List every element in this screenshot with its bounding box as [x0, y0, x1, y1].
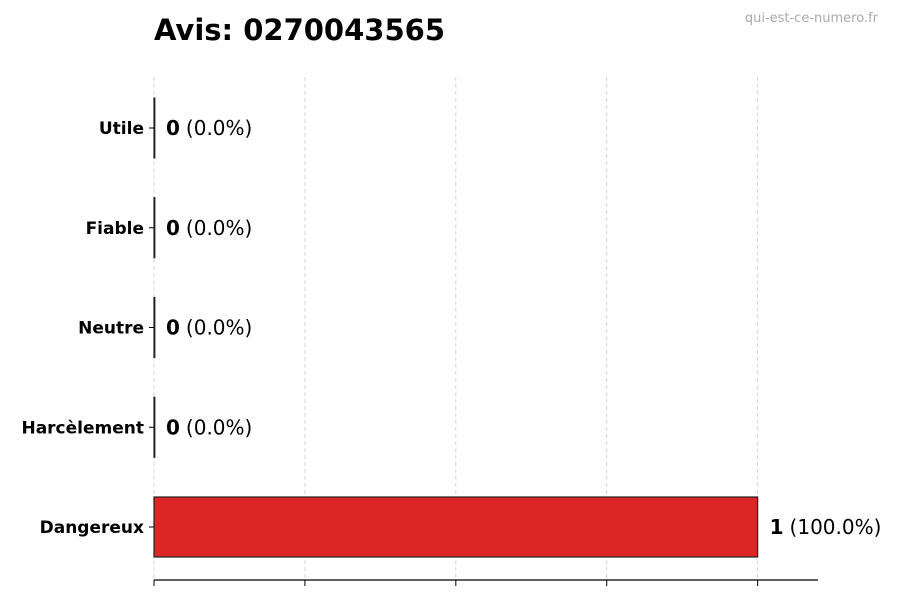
data-label-count: 1: [770, 515, 784, 539]
data-label: 0 (0.0%): [166, 216, 252, 240]
bar: [153, 296, 156, 359]
bar: [153, 97, 156, 159]
data-label-percent: (0.0%): [186, 415, 252, 439]
bar: [153, 396, 156, 458]
bar: [153, 197, 156, 259]
watermark: qui-est-ce-numero.fr: [745, 11, 879, 26]
data-label-percent: (0.0%): [186, 116, 252, 140]
y-tick-label: Utile: [99, 119, 144, 139]
data-label-count: 0: [166, 415, 180, 439]
data-label-count: 0: [166, 216, 180, 240]
data-label-count: 0: [166, 316, 180, 340]
y-tick-label: Fiable: [86, 219, 144, 239]
y-tick-label: Neutre: [78, 319, 144, 339]
bar: [153, 496, 759, 558]
y-tick-label: Dangereux: [40, 518, 144, 538]
data-label: 0 (0.0%): [166, 316, 252, 340]
data-label-percent: (0.0%): [186, 316, 252, 340]
data-label-count: 0: [166, 116, 180, 140]
data-label: 0 (0.0%): [166, 116, 252, 140]
data-label-percent: (0.0%): [186, 216, 252, 240]
data-label-percent: (100.0%): [790, 515, 882, 539]
data-label: 1 (100.0%): [770, 515, 882, 539]
data-label: 0 (0.0%): [166, 415, 252, 439]
y-tick-label: Harcèlement: [21, 418, 144, 438]
chart-title: Avis: 0270043565: [154, 13, 445, 47]
